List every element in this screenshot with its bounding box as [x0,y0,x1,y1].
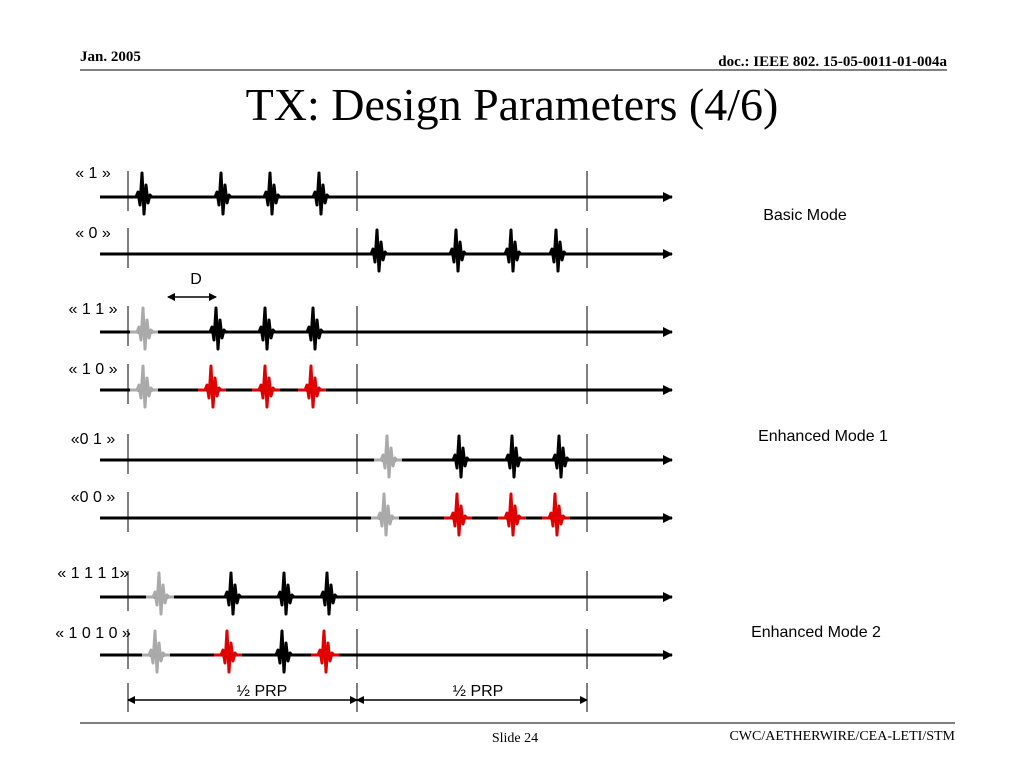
row-label: «0 0 » [71,489,116,506]
pulse [252,364,280,409]
pulse [198,364,226,409]
footer-slide: Slide 24 [492,731,538,746]
pulse [300,306,328,351]
pulse [252,306,280,351]
pulse [142,629,170,674]
row-label: « 1 0 1 0 » [55,625,131,642]
pulse [130,364,158,409]
row-label: « 0 » [75,225,111,242]
pulse [314,571,342,616]
header-doc: doc.: IEEE 802. 15-05-0011-01-004a [718,54,947,70]
row-label: « 1 0 » [69,361,118,378]
pulse [208,171,236,216]
header-date: Jan. 2005 [80,49,141,65]
pulse [218,571,246,616]
pulse [546,434,574,479]
pulse [444,492,472,537]
pulse [311,629,339,674]
pulse [130,306,158,351]
d-label: D [190,271,202,288]
mode-label: Enhanced Mode 2 [751,624,881,641]
pulse [446,434,474,479]
pulse [203,306,231,351]
pulse [443,228,471,273]
pulse [374,434,402,479]
prp-label: ½ PRP [453,683,504,700]
pulse [271,571,299,616]
pulse [364,228,392,273]
row-label: « 1 1 » [69,301,118,318]
pulse [498,492,526,537]
prp-label: ½ PRP [237,683,288,700]
row-label: « 1 » [75,165,111,182]
pulse [498,228,526,273]
row-label: « 1 1 1 1» [57,565,128,582]
pulse [499,434,527,479]
pulse [306,171,334,216]
pulse [543,228,571,273]
pulse [214,629,242,674]
mode-label: Enhanced Mode 1 [758,428,888,445]
pulse [129,171,157,216]
row-label: «0 1 » [71,431,116,448]
pulse [257,171,285,216]
footer-org: CWC/AETHERWIRE/CEA-LETI/STM [729,729,955,744]
pulse [542,492,570,537]
pulse [146,571,174,616]
pulse [269,629,297,674]
slide-title: TX: Design Parameters (4/6) [246,79,779,130]
pulse [298,364,326,409]
mode-label: Basic Mode [763,207,847,224]
pulse [371,492,399,537]
